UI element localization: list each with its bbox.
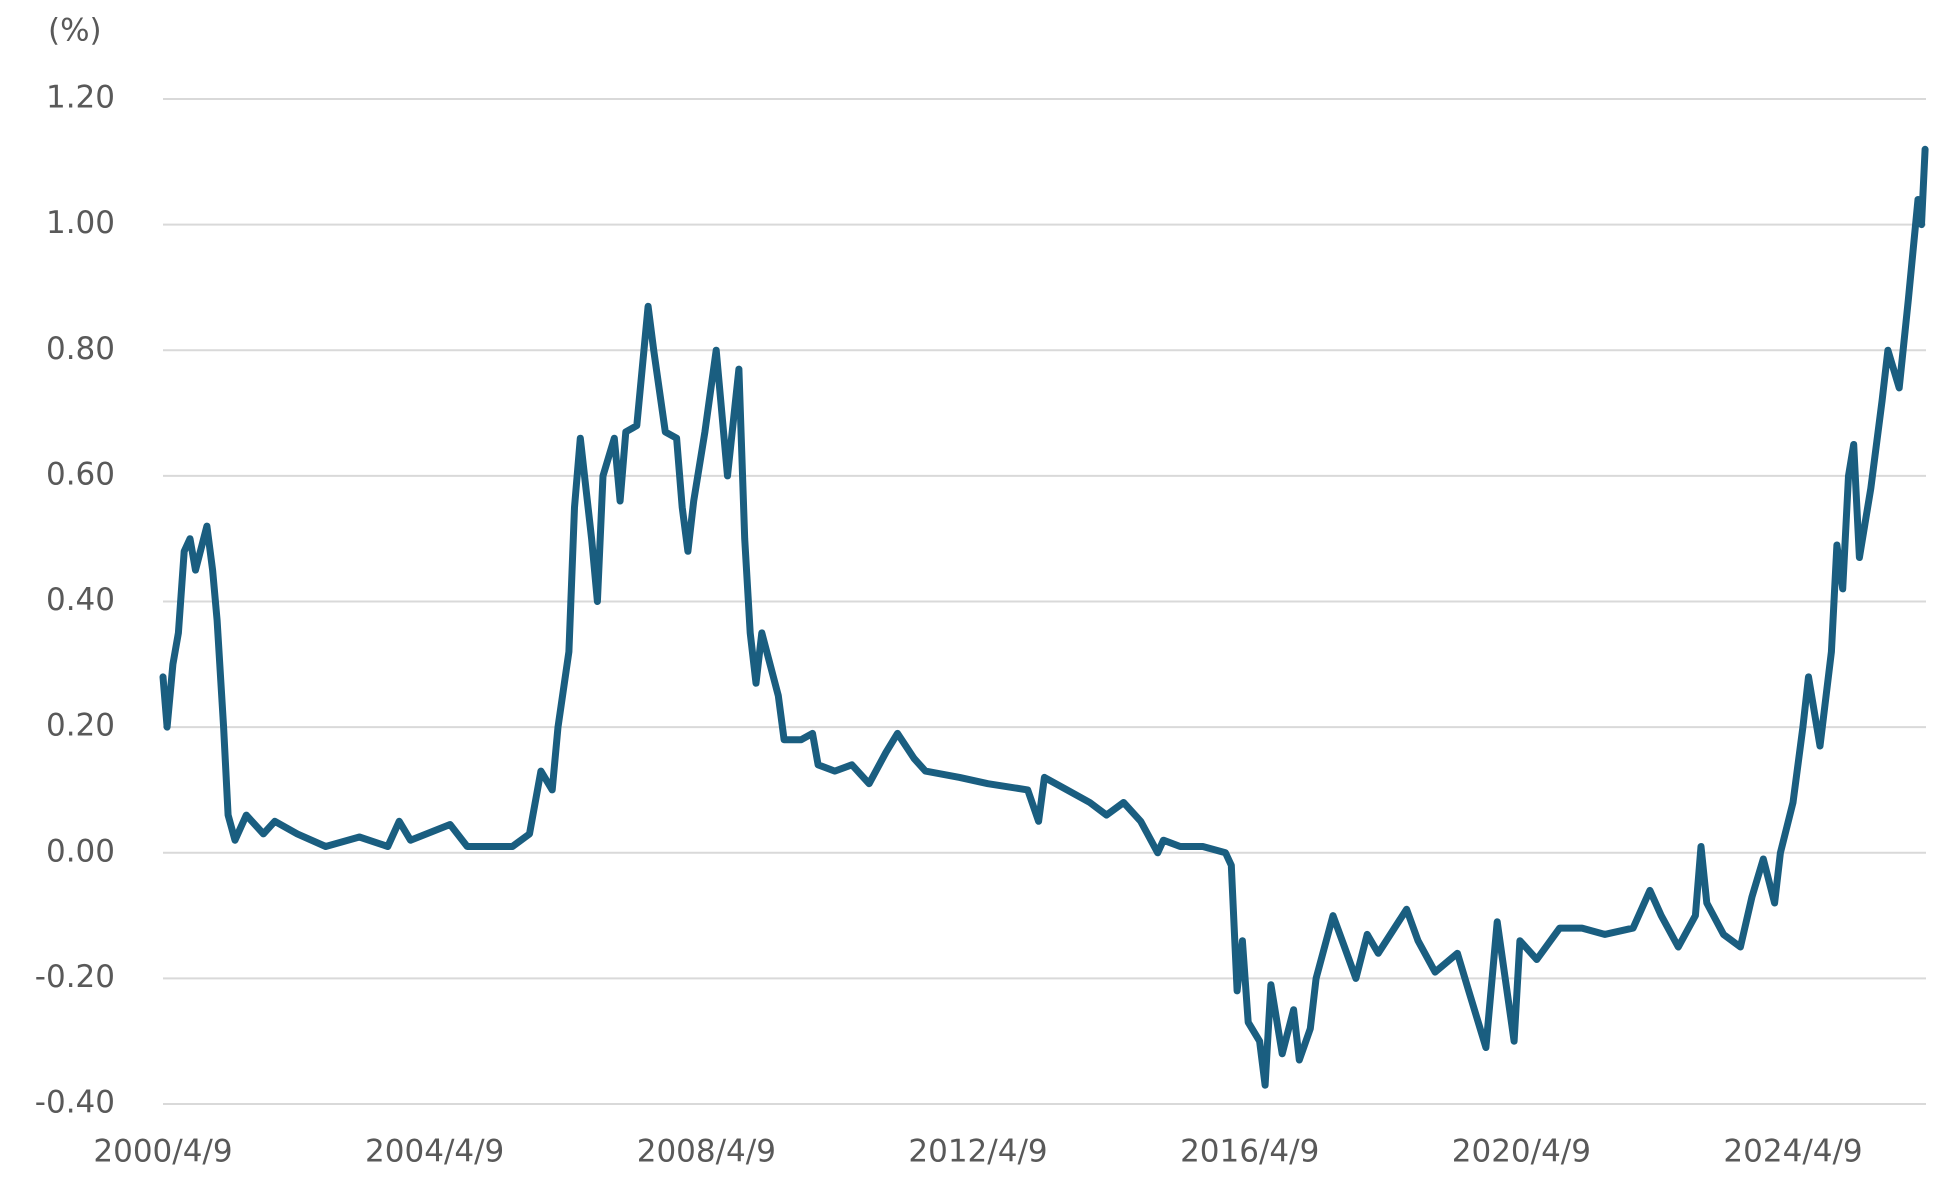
x-tick-label: 2000/4/9: [93, 1134, 232, 1170]
x-tick-label: 2020/4/9: [1452, 1134, 1591, 1170]
y-tick-label: 0.60: [46, 456, 115, 492]
y-tick-label: -0.20: [35, 959, 115, 995]
y-axis-label: (%): [48, 13, 102, 49]
y-tick-label: 0.00: [46, 833, 115, 869]
y-tick-label: 0.20: [46, 708, 115, 744]
y-tick-label: 1.00: [46, 205, 115, 241]
x-tick-label: 2008/4/9: [637, 1134, 776, 1170]
y-tick-label: -0.40: [35, 1085, 115, 1121]
y-tick-label: 0.40: [46, 582, 115, 618]
line: [159, 145, 1929, 1089]
x-tick-label: 2012/4/9: [908, 1134, 1047, 1170]
x-tick-label: 2004/4/9: [365, 1134, 504, 1170]
y-tick-label: 0.80: [46, 331, 115, 367]
y-tick-label: 1.20: [46, 80, 115, 116]
x-tick-label: 2024/4/9: [1723, 1134, 1862, 1170]
x-tick-label: 2016/4/9: [1180, 1134, 1319, 1170]
